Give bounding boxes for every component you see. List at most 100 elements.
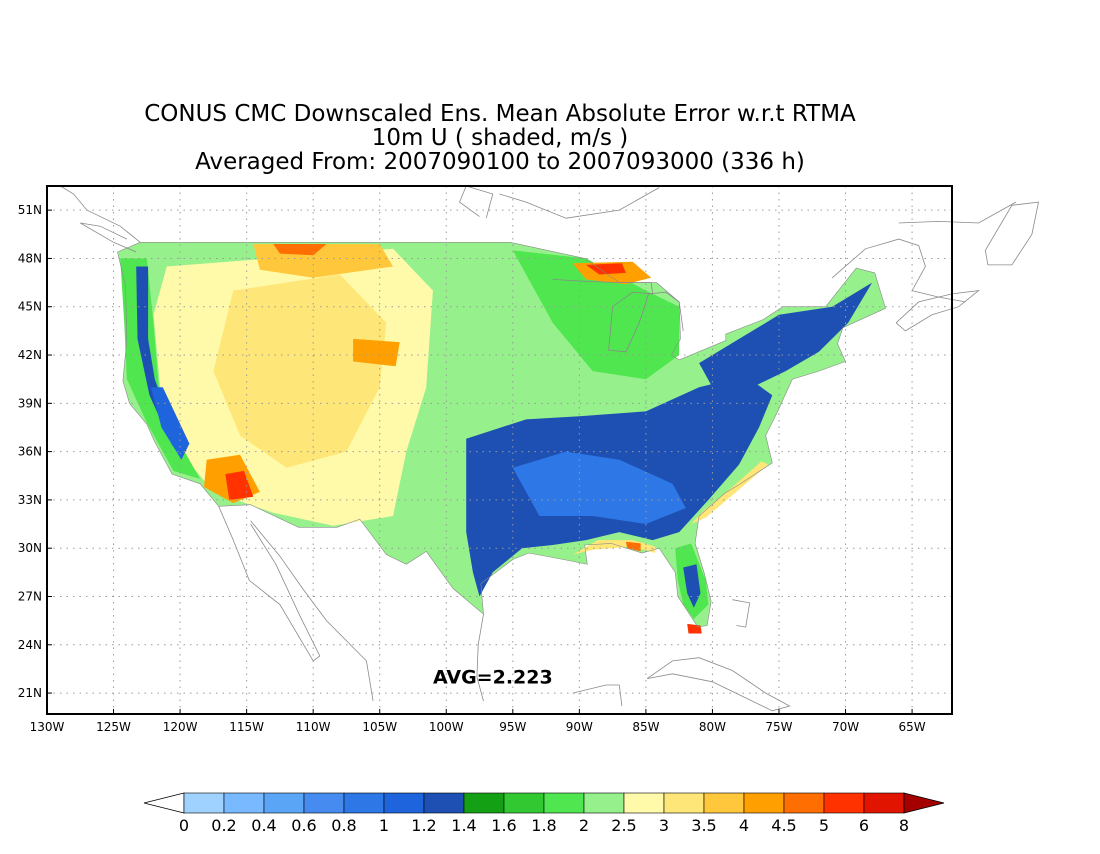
colorbar-label: 1.8: [531, 816, 556, 835]
map-frame: [46, 185, 953, 715]
colorbar-box: [663, 792, 705, 814]
northeast-blue: [699, 282, 873, 388]
lon-label: 85W: [632, 720, 659, 734]
colorbar-label: 1.6: [491, 816, 516, 835]
colorbar-box: [703, 792, 745, 814]
lon-label: 110W: [296, 720, 331, 734]
title-line-1: CONUS CMC Downscaled Ens. Mean Absolute …: [144, 101, 856, 127]
central-valley-blue: [150, 387, 190, 460]
colorbar-box: [263, 792, 305, 814]
keys-red: [687, 623, 702, 634]
lat-label: 27N: [18, 589, 42, 603]
colorbar-label: 3.5: [691, 816, 716, 835]
lon-label: 130W: [30, 720, 65, 734]
colorbar-box: [183, 792, 225, 814]
conus-error-map: 130W 125W 120W 115W 110W 105W 100W 95W 90W 85W 80W…: [18, 185, 1040, 734]
colorbar-label: 1.2: [411, 816, 436, 835]
lon-label: 75W: [765, 720, 792, 734]
southeast-lightblue: [512, 451, 686, 524]
colorbar-boxes: [143, 792, 945, 814]
nova-scotia-coast: [895, 290, 980, 332]
colorbar-under-triangle: [143, 792, 185, 814]
colorbar-label: 0.4: [251, 816, 276, 835]
colorbar-label: 4.5: [771, 816, 796, 835]
longitude-labels: 130W 125W 120W 115W 110W 105W 100W 95W 90W 85W 80W…: [30, 720, 926, 734]
title-line-3: Averaged From: 2007090100 to 2007093000 …: [195, 149, 805, 175]
colorbar-label: 0: [179, 816, 189, 835]
lat-label: 42N: [18, 348, 42, 362]
colorbar-label: 0.2: [211, 816, 236, 835]
colorbar-label: 2: [579, 816, 589, 835]
colorbar-label: 2.5: [611, 816, 636, 835]
colorbar-box: [583, 792, 625, 814]
lat-label: 48N: [18, 251, 42, 265]
colorbar-box: [863, 792, 905, 814]
colorbar-box: [423, 792, 465, 814]
lat-label: 33N: [18, 493, 42, 507]
axis-ticks: [46, 209, 913, 714]
vancouver-island: [80, 222, 137, 253]
hudson-coast: [499, 187, 660, 219]
mexico-gulf-coast: [476, 614, 484, 702]
nebraska-orange: [353, 338, 400, 367]
mexico-mainland-coast: [250, 520, 374, 702]
lon-label: 65W: [899, 720, 926, 734]
lon-label: 70W: [832, 720, 859, 734]
colorbar-box: [503, 792, 545, 814]
lat-label: 21N: [18, 686, 42, 700]
colorbar-label: 0.8: [331, 816, 356, 835]
colorbar-box: [303, 792, 345, 814]
colorbar-box: [823, 792, 865, 814]
lon-label: 115W: [229, 720, 264, 734]
title-line-2: 10m U ( shaded, m/s ): [371, 125, 629, 151]
colorbar-over-triangle: [903, 792, 945, 814]
yucatan-coast: [572, 684, 623, 707]
lat-lon-grid: [47, 186, 952, 714]
colorbar-box: [623, 792, 665, 814]
colorbar-label: 8: [899, 816, 909, 835]
colorbar-box: [223, 792, 265, 814]
gulf-coast-orange: [625, 541, 641, 552]
colorbar-box: [463, 792, 505, 814]
coastline-outlines: [60, 185, 1040, 712]
lat-label: 39N: [18, 396, 42, 410]
bahamas-coast: [732, 599, 751, 628]
colorbar-box: [343, 792, 385, 814]
lon-label: 100W: [429, 720, 464, 734]
lon-label: 120W: [163, 720, 198, 734]
colorbar-box: [743, 792, 785, 814]
colorbar-label: 1: [379, 816, 389, 835]
colorbar-label: 5: [819, 816, 829, 835]
newfoundland-coast: [984, 201, 1040, 266]
colorbar-box: [543, 792, 585, 814]
lat-label: 24N: [18, 638, 42, 652]
colorbar-label: 4: [739, 816, 749, 835]
lon-label: 80W: [699, 720, 726, 734]
latitude-labels: 51N 48N 45N 42N 39N 36N 33N 30N 27N 24N 21N: [18, 203, 42, 700]
shaded-error-field: [117, 242, 886, 634]
florida-blue: [683, 564, 701, 608]
colorbar-label: 0.6: [291, 816, 316, 835]
colorbar-label: 1.4: [451, 816, 476, 835]
colorbar-box: [783, 792, 825, 814]
average-label: AVG=2.223: [433, 666, 553, 688]
lat-label: 51N: [18, 203, 42, 217]
st-lawrence-coast: [831, 238, 966, 303]
map-title: CONUS CMC Downscaled Ens. Mean Absolute …: [0, 102, 1000, 174]
lat-label: 45N: [18, 300, 42, 314]
colorbar-labels: 0 0.2 0.4 0.6 0.8 1 1.2 1.4 1.6 1.8 2 2.5 3 3.5 4 4.5 5 6…: [179, 816, 909, 835]
colorbar-label: 3: [659, 816, 669, 835]
colorbar-label: 6: [859, 816, 869, 835]
lon-label: 95W: [499, 720, 526, 734]
lon-label: 125W: [96, 720, 131, 734]
map-panel: 130W 125W 120W 115W 110W 105W 100W 95W 90W 85W 80W…: [18, 185, 1040, 734]
west-interior-gold: [213, 274, 387, 468]
lon-label: 90W: [566, 720, 593, 734]
labrador-coast: [898, 201, 1017, 224]
lat-label: 36N: [18, 445, 42, 459]
lat-label: 30N: [18, 541, 42, 555]
cuba-coast: [646, 657, 791, 712]
atlantic-coast-yellow: [691, 461, 769, 524]
